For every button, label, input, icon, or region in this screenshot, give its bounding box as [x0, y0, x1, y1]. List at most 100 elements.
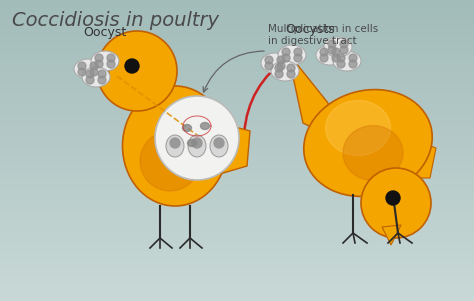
Bar	[0, 230, 474, 231]
Bar	[0, 146, 474, 147]
Polygon shape	[288, 53, 333, 138]
Bar	[0, 30, 474, 31]
Ellipse shape	[304, 90, 432, 197]
Bar	[0, 37, 474, 38]
Ellipse shape	[324, 37, 352, 57]
Bar	[0, 96, 474, 97]
Ellipse shape	[333, 51, 361, 71]
Bar	[0, 91, 474, 92]
Bar	[0, 264, 474, 265]
Bar	[0, 117, 474, 118]
Bar	[0, 61, 474, 62]
Bar	[0, 88, 474, 89]
Bar	[0, 182, 474, 183]
Circle shape	[155, 96, 239, 180]
Bar	[0, 140, 474, 141]
Bar	[0, 118, 474, 119]
Circle shape	[337, 60, 345, 68]
Bar	[0, 168, 474, 169]
Bar	[0, 256, 474, 257]
Bar	[0, 74, 474, 75]
Bar	[0, 267, 474, 268]
Bar	[0, 4, 474, 5]
Bar	[0, 55, 474, 56]
Circle shape	[95, 54, 103, 62]
Bar	[0, 239, 474, 240]
Bar	[0, 191, 474, 192]
Bar	[0, 56, 474, 57]
Bar	[0, 201, 474, 202]
Bar	[0, 181, 474, 182]
Bar	[0, 127, 474, 128]
Bar	[0, 177, 474, 178]
Bar	[0, 79, 474, 80]
Bar	[0, 20, 474, 21]
Bar	[0, 221, 474, 222]
Bar	[0, 250, 474, 251]
Bar	[0, 228, 474, 229]
Bar	[0, 69, 474, 70]
Bar	[0, 6, 474, 7]
Bar	[0, 77, 474, 78]
Bar	[0, 139, 474, 140]
Ellipse shape	[210, 135, 228, 157]
Bar	[0, 78, 474, 79]
Circle shape	[275, 70, 283, 78]
Bar	[0, 45, 474, 46]
Bar	[0, 51, 474, 52]
Ellipse shape	[316, 45, 344, 65]
Bar	[0, 197, 474, 198]
Bar	[0, 287, 474, 288]
Bar	[0, 14, 474, 15]
Bar	[0, 170, 474, 171]
Bar	[0, 111, 474, 112]
Circle shape	[78, 62, 86, 70]
Bar	[0, 232, 474, 233]
Bar	[0, 282, 474, 283]
Bar	[0, 126, 474, 127]
Bar	[0, 216, 474, 217]
Ellipse shape	[326, 101, 391, 156]
Bar	[0, 151, 474, 152]
Bar	[0, 25, 474, 26]
Circle shape	[287, 64, 295, 72]
Circle shape	[328, 46, 336, 54]
Bar	[0, 196, 474, 197]
Bar	[0, 248, 474, 249]
Bar	[0, 180, 474, 181]
Bar	[0, 17, 474, 18]
Bar	[0, 258, 474, 259]
Bar	[0, 67, 474, 68]
Bar	[0, 9, 474, 10]
Circle shape	[86, 70, 94, 78]
Bar	[0, 254, 474, 255]
Bar	[0, 53, 474, 54]
Bar	[0, 208, 474, 209]
Circle shape	[90, 68, 98, 76]
Bar	[0, 174, 474, 175]
Bar	[0, 103, 474, 104]
Bar	[0, 220, 474, 221]
Bar	[0, 19, 474, 20]
Bar	[0, 272, 474, 273]
Bar	[0, 270, 474, 271]
Bar	[0, 70, 474, 71]
Bar	[0, 157, 474, 158]
Bar	[0, 109, 474, 110]
Bar	[0, 5, 474, 6]
Bar	[0, 106, 474, 107]
Bar	[0, 296, 474, 297]
Circle shape	[320, 48, 328, 56]
Circle shape	[320, 54, 328, 62]
Circle shape	[90, 62, 98, 70]
Bar	[0, 76, 474, 77]
Bar	[0, 255, 474, 256]
Circle shape	[275, 64, 283, 72]
Bar	[0, 145, 474, 146]
Bar	[0, 295, 474, 296]
Bar	[0, 227, 474, 228]
Bar	[0, 132, 474, 133]
Ellipse shape	[163, 108, 218, 163]
Bar	[0, 252, 474, 253]
Bar	[0, 62, 474, 63]
